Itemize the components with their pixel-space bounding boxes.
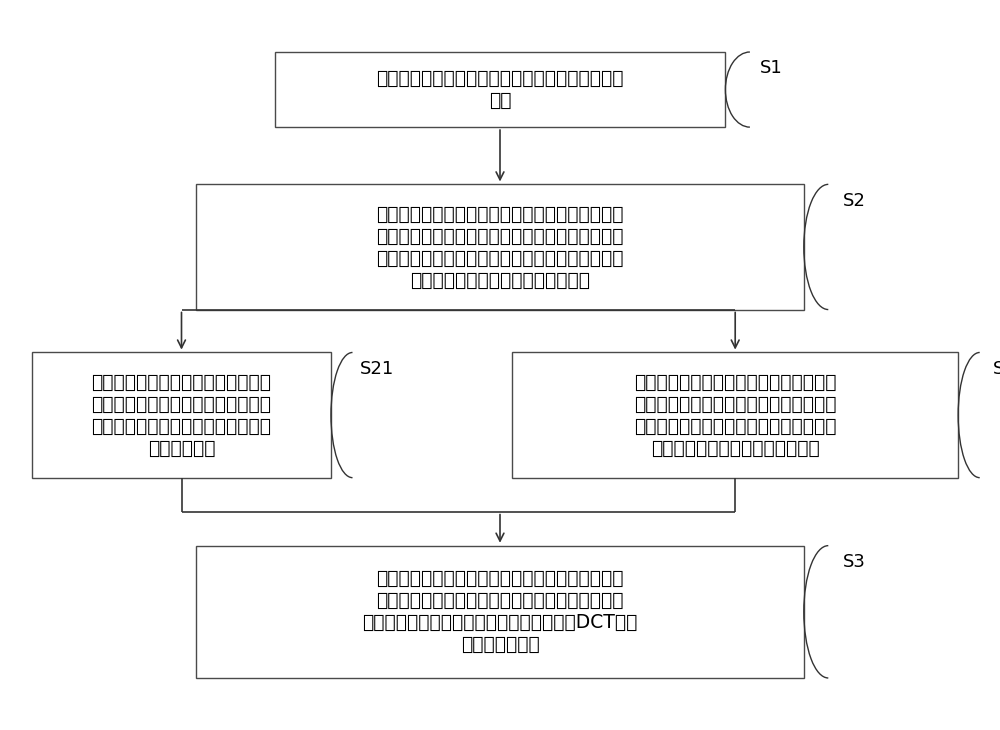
Bar (512, 353, 958, 477)
Bar (275, 52, 725, 127)
Text: S21: S21 (360, 360, 395, 377)
Text: 获取双离合器液压系统的实际压力值并计算目标压
力值: 获取双离合器液压系统的实际压力值并计算目标压 力值 (376, 69, 624, 110)
Text: 在双离合器的预充油状态或准备工作状态
下，基于所述实际压力值、所述目标压力
值、所述压力差、所述半接合点压力值，
决策是否执行预设的跛行冲洗程序: 在双离合器的预充油状态或准备工作状态 下，基于所述实际压力值、所述目标压力 值、… (634, 372, 836, 458)
Text: S22: S22 (992, 360, 1000, 377)
Text: 在双离合器的完全结合状态下，基于
所述当前车速、所述压力差、所述半
接合点压力值，决策是否执行预设的
跛行冲洗程序: 在双离合器的完全结合状态下，基于 所述当前车速、所述压力差、所述半 接合点压力值… (92, 372, 272, 458)
Bar (196, 545, 804, 678)
Text: S3: S3 (843, 553, 866, 571)
Text: 当符合预设的诊断条件时，根据所述实际压力值、
所述目标压力值以及二者的压力差，并结合双离合
器的不同工作状态、当前车速、预设的半接合点压
力值，执行压力异常诊断: 当符合预设的诊断条件时，根据所述实际压力值、 所述目标压力值以及二者的压力差，并… (376, 204, 624, 290)
Bar (196, 185, 804, 310)
Text: 在压力异常诊断过程中，若车辆处于前进挡，则当
记录的跛行冲洗程序的执行次数大于第一设定次数
限值时，确定为压力特性异常故障，并控制DCT变速
器进入跛行模式: 在压力异常诊断过程中，若车辆处于前进挡，则当 记录的跛行冲洗程序的执行次数大于第… (362, 569, 638, 654)
Text: S2: S2 (843, 191, 866, 210)
Text: S1: S1 (760, 59, 782, 77)
Bar (32, 353, 331, 477)
